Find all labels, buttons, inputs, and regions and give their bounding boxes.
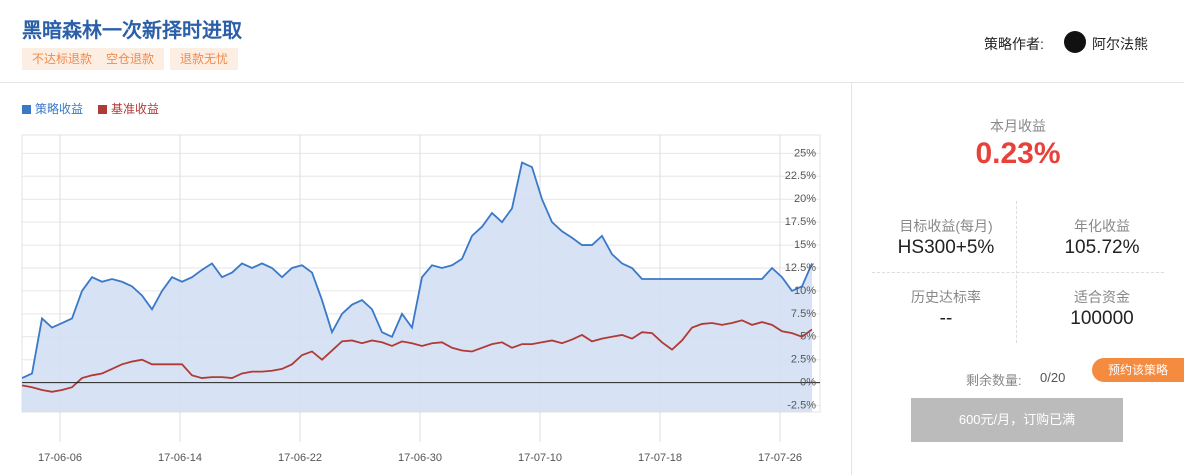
legend-label: 基准收益 — [111, 102, 159, 116]
y-tick-label: 7.5% — [791, 308, 816, 320]
month-value: 0.23% — [975, 137, 1061, 170]
series-line — [21, 161, 813, 379]
tag: 空仓退款 — [96, 48, 165, 70]
x-tick-label: 17-06-06 — [38, 452, 82, 464]
y-tick-label: 12.5% — [785, 262, 816, 274]
legend-swatch — [22, 105, 31, 114]
y-tick-label: 25% — [794, 147, 816, 159]
panel: 本月收益 0.23% 目标收益(每月) HS300+5% 年化收益 105.72… — [852, 83, 1184, 475]
divider — [872, 272, 1164, 273]
reserve-badge[interactable]: 预约该策略 — [1092, 358, 1184, 382]
stat-label: 历史达标率 — [911, 289, 981, 305]
y-tick-label: 22.5% — [785, 170, 816, 182]
tag: 不达标退款 — [22, 48, 103, 70]
y-tick-label: 17.5% — [785, 216, 816, 228]
legend-label: 策略收益 — [35, 101, 83, 116]
area — [22, 162, 812, 412]
tag: 退款无忧 — [170, 48, 239, 70]
series-line — [21, 319, 813, 393]
x-tick-label: 17-07-26 — [758, 452, 802, 464]
y-tick-label: 5% — [800, 331, 816, 343]
y-tick-label: 10% — [794, 285, 816, 297]
y-tick-label: 2.5% — [791, 354, 816, 366]
title: 黑暗森林一次新择时进取 — [22, 20, 242, 42]
y-tick-label: 0% — [800, 377, 816, 389]
chart: 策略收益 基准收益 -2.5% 0% 2.5% 5% 7.5% 10% 12.5% 15% 17.5… — [21, 101, 821, 464]
y-tick-label: 20% — [794, 193, 816, 205]
x-tick-label: 17-07-18 — [638, 452, 682, 464]
stat-label: 年化收益 — [1074, 218, 1130, 234]
author-name[interactable]: 阿尔法熊 — [1092, 36, 1148, 52]
stat-label: 目标收益(每月) — [899, 218, 993, 234]
author-label: 策略作者: — [984, 36, 1044, 52]
x-tick-label: 17-06-30 — [398, 452, 442, 464]
avatar — [1064, 31, 1086, 53]
x-tick-label: 17-06-14 — [158, 452, 202, 464]
y-tick-label: -2.5% — [787, 399, 816, 411]
x-tick-label: 17-06-22 — [278, 452, 322, 464]
stat-value: -- — [939, 308, 953, 329]
x-tick-label: 17-07-10 — [518, 452, 562, 464]
remaining-label: 剩余数量: — [966, 373, 1022, 388]
divider — [851, 83, 852, 475]
y-tick-label: 15% — [794, 239, 816, 251]
remaining-value: 0/20 — [1040, 370, 1066, 385]
legend-swatch — [98, 105, 107, 114]
stat-value: HS300+5% — [897, 237, 995, 258]
subscribe-button[interactable]: 600元/月，订购已满 — [911, 398, 1123, 442]
stat-value: 105.72% — [1064, 237, 1140, 258]
stat-value: 100000 — [1070, 308, 1134, 329]
stat-label: 适合资金 — [1074, 289, 1130, 305]
header: 黑暗森林一次新择时进取 不达标退款 空仓退款 退款无忧 策略作者: 阿尔法熊 — [0, 0, 1184, 83]
month-label: 本月收益 — [990, 118, 1046, 134]
